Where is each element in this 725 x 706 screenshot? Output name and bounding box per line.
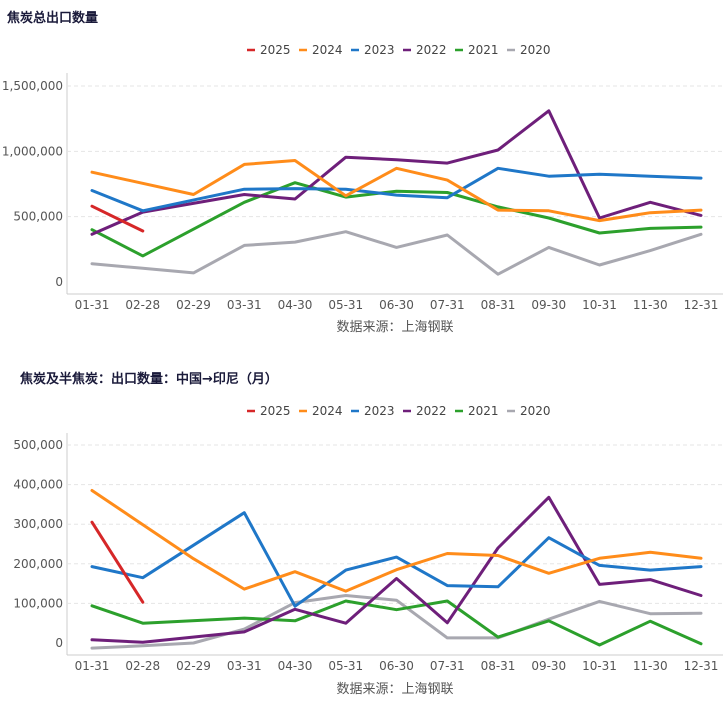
y-tick-label: 100,000 — [13, 596, 63, 610]
legend-label: 2023 — [364, 404, 395, 418]
y-tick-label: 500,000 — [13, 210, 63, 224]
y-tick-label: 1,000,000 — [2, 144, 63, 158]
x-tick-label: 10-31 — [582, 659, 617, 673]
legend-item-2024[interactable]: 2024 — [299, 43, 343, 57]
y-tick-label: 0 — [55, 636, 63, 650]
x-tick-label: 02-28 — [125, 659, 160, 673]
legend-label: 2023 — [364, 43, 395, 57]
series-line-2024 — [90, 159, 703, 223]
legend-label: 2022 — [416, 43, 447, 57]
chart-2: 焦炭及半焦炭：出口数量：中国→印尼（月） 2025 2024 2023 2022 2021… — [13, 371, 723, 697]
y-tick-label: 500,000 — [13, 438, 63, 452]
series-line-2021 — [90, 599, 703, 647]
legend-item-2022[interactable]: 2022 — [403, 404, 447, 418]
x-tick-label: 03-31 — [227, 298, 262, 312]
legend: 2025 2024 2023 2022 2021 2020 — [247, 404, 551, 418]
legend-label: 2021 — [468, 43, 499, 57]
series-line-2022 — [90, 495, 703, 644]
x-tick-label: 04-30 — [278, 298, 313, 312]
x-tick-label: 05-31 — [328, 298, 363, 312]
x-tick-label: 09-30 — [531, 659, 566, 673]
legend-label: 2025 — [260, 43, 291, 57]
y-tick-label: 400,000 — [13, 478, 63, 492]
series-line-2024 — [90, 489, 703, 593]
x-tick-label: 07-31 — [430, 659, 465, 673]
legend-item-2024[interactable]: 2024 — [299, 404, 343, 418]
x-tick-label: 02-28 — [125, 298, 160, 312]
legend-item-2023[interactable]: 2023 — [351, 404, 395, 418]
x-tick-label: 12-31 — [684, 659, 719, 673]
source-note: 数据来源：上海钢联 — [336, 682, 453, 697]
x-tick-label: 02-29 — [176, 298, 211, 312]
chart-1: 焦炭总出口数量 2025 2024 2023 2022 2021 2020 0 500,000 1… — [2, 10, 723, 335]
x-tick-label: 07-31 — [430, 298, 465, 312]
series-line-2025 — [90, 520, 145, 604]
series-line-2021 — [90, 181, 703, 258]
y-tick-label: 200,000 — [13, 557, 63, 571]
legend-item-2021[interactable]: 2021 — [455, 404, 499, 418]
legend: 2025 2024 2023 2022 2021 2020 — [247, 43, 551, 57]
x-tick-label: 01-31 — [75, 298, 110, 312]
x-tick-label: 03-31 — [227, 659, 262, 673]
series-line-2025 — [90, 204, 145, 233]
legend-item-2022[interactable]: 2022 — [403, 43, 447, 57]
x-tick-label: 02-29 — [176, 659, 211, 673]
x-tick-label: 11-30 — [633, 659, 668, 673]
x-tick-label: 06-30 — [379, 298, 414, 312]
y-tick-label: 0 — [55, 275, 63, 289]
chart-title: 焦炭总出口数量 — [6, 10, 98, 26]
legend-item-2021[interactable]: 2021 — [455, 43, 499, 57]
legend-item-2023[interactable]: 2023 — [351, 43, 395, 57]
series-line-2023 — [90, 511, 703, 608]
series-line-2020 — [90, 230, 703, 276]
legend-label: 2024 — [312, 43, 343, 57]
x-tick-label: 12-31 — [684, 298, 719, 312]
x-tick-label: 01-31 — [75, 659, 110, 673]
y-tick-label: 300,000 — [13, 517, 63, 531]
series-line-2022 — [90, 109, 703, 236]
x-tick-label: 11-30 — [633, 298, 668, 312]
legend-item-2025[interactable]: 2025 — [247, 43, 291, 57]
legend-item-2020[interactable]: 2020 — [507, 404, 551, 418]
x-tick-label: 08-31 — [481, 298, 516, 312]
x-tick-label: 08-31 — [481, 659, 516, 673]
legend-label: 2025 — [260, 404, 291, 418]
chart-title: 焦炭及半焦炭：出口数量：中国→印尼（月） — [19, 371, 278, 387]
x-tick-label: 09-30 — [531, 298, 566, 312]
legend-item-2025[interactable]: 2025 — [247, 404, 291, 418]
legend-label: 2020 — [520, 404, 551, 418]
legend-label: 2024 — [312, 404, 343, 418]
series-line-2023 — [90, 166, 703, 213]
x-tick-label: 06-30 — [379, 659, 414, 673]
y-tick-label: 1,500,000 — [2, 79, 63, 93]
legend-label: 2020 — [520, 43, 551, 57]
x-tick-label: 05-31 — [328, 659, 363, 673]
legend-item-2020[interactable]: 2020 — [507, 43, 551, 57]
legend-label: 2021 — [468, 404, 499, 418]
series-line-2020 — [90, 594, 703, 650]
source-note: 数据来源：上海钢联 — [336, 320, 453, 335]
x-tick-label: 04-30 — [278, 659, 313, 673]
legend-label: 2022 — [416, 404, 447, 418]
x-tick-label: 10-31 — [582, 298, 617, 312]
